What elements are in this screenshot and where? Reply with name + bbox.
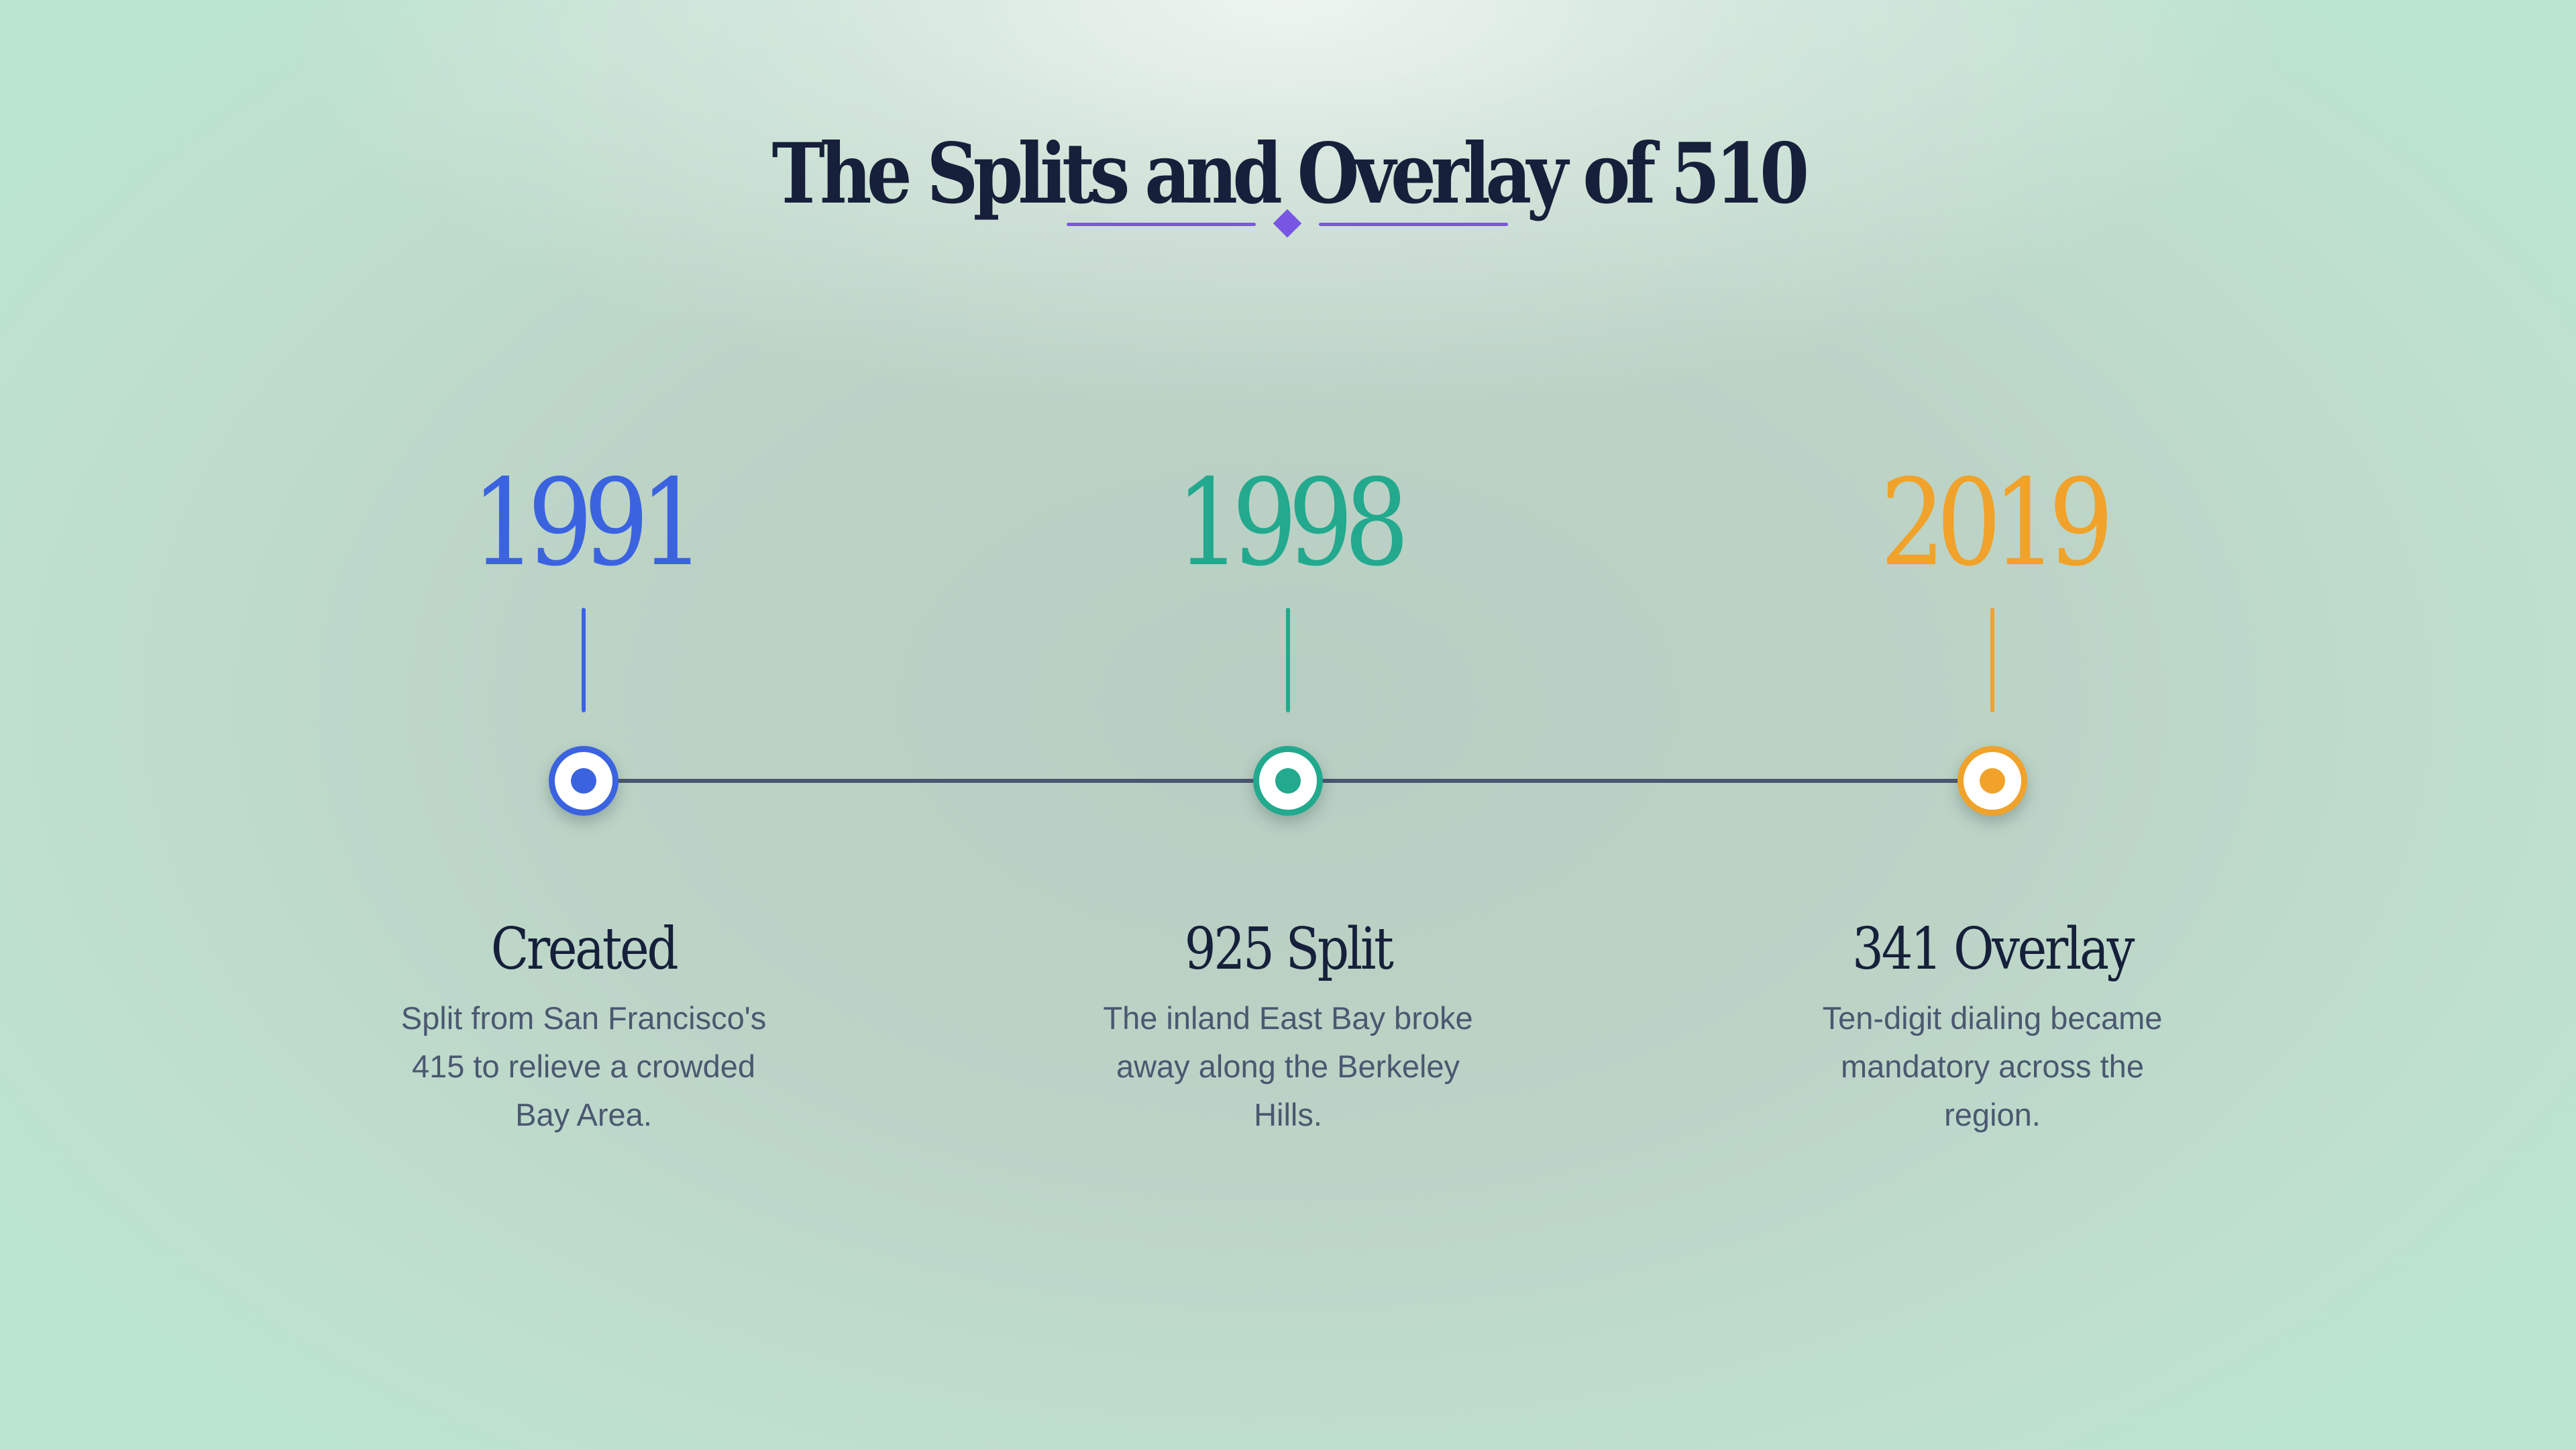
event-description: Split from San Francisco's 415 to reliev… xyxy=(400,1000,767,1132)
timeline-event-1991: 1991 Created Split from San Francisco's … xyxy=(349,0,818,1449)
event-connector xyxy=(582,608,586,712)
event-marker-dot xyxy=(1980,768,2005,794)
event-marker-icon xyxy=(549,746,619,816)
event-marker-dot xyxy=(571,768,596,794)
title-underline-right xyxy=(1319,223,1508,226)
event-connector xyxy=(1990,608,1994,712)
event-year: 2019 xyxy=(1880,453,2114,592)
event-marker-icon xyxy=(1253,746,1323,816)
event-label: Created xyxy=(490,916,679,983)
event-description: The inland East Bay broke away along the… xyxy=(1103,1000,1473,1132)
title-underline-left xyxy=(1067,223,1256,226)
event-description: Ten-digit dialing became mandatory acros… xyxy=(1822,1000,2163,1132)
event-year: 1991 xyxy=(471,453,705,592)
event-year: 1998 xyxy=(1175,453,1409,592)
page-title: The Splits and Overlay of 510 xyxy=(771,125,1809,223)
timeline-event-2019: 2019 341 Overlay Ten-digit dialing becam… xyxy=(1758,0,2227,1449)
event-label: 925 Split xyxy=(1184,916,1394,983)
event-marker-icon xyxy=(1957,746,2027,816)
event-marker-dot xyxy=(1275,768,1301,794)
event-connector xyxy=(1286,608,1290,712)
event-label: 341 Overlay xyxy=(1852,916,2135,983)
timeline-event-1998: 1998 925 Split The inland East Bay broke… xyxy=(1053,0,1523,1449)
